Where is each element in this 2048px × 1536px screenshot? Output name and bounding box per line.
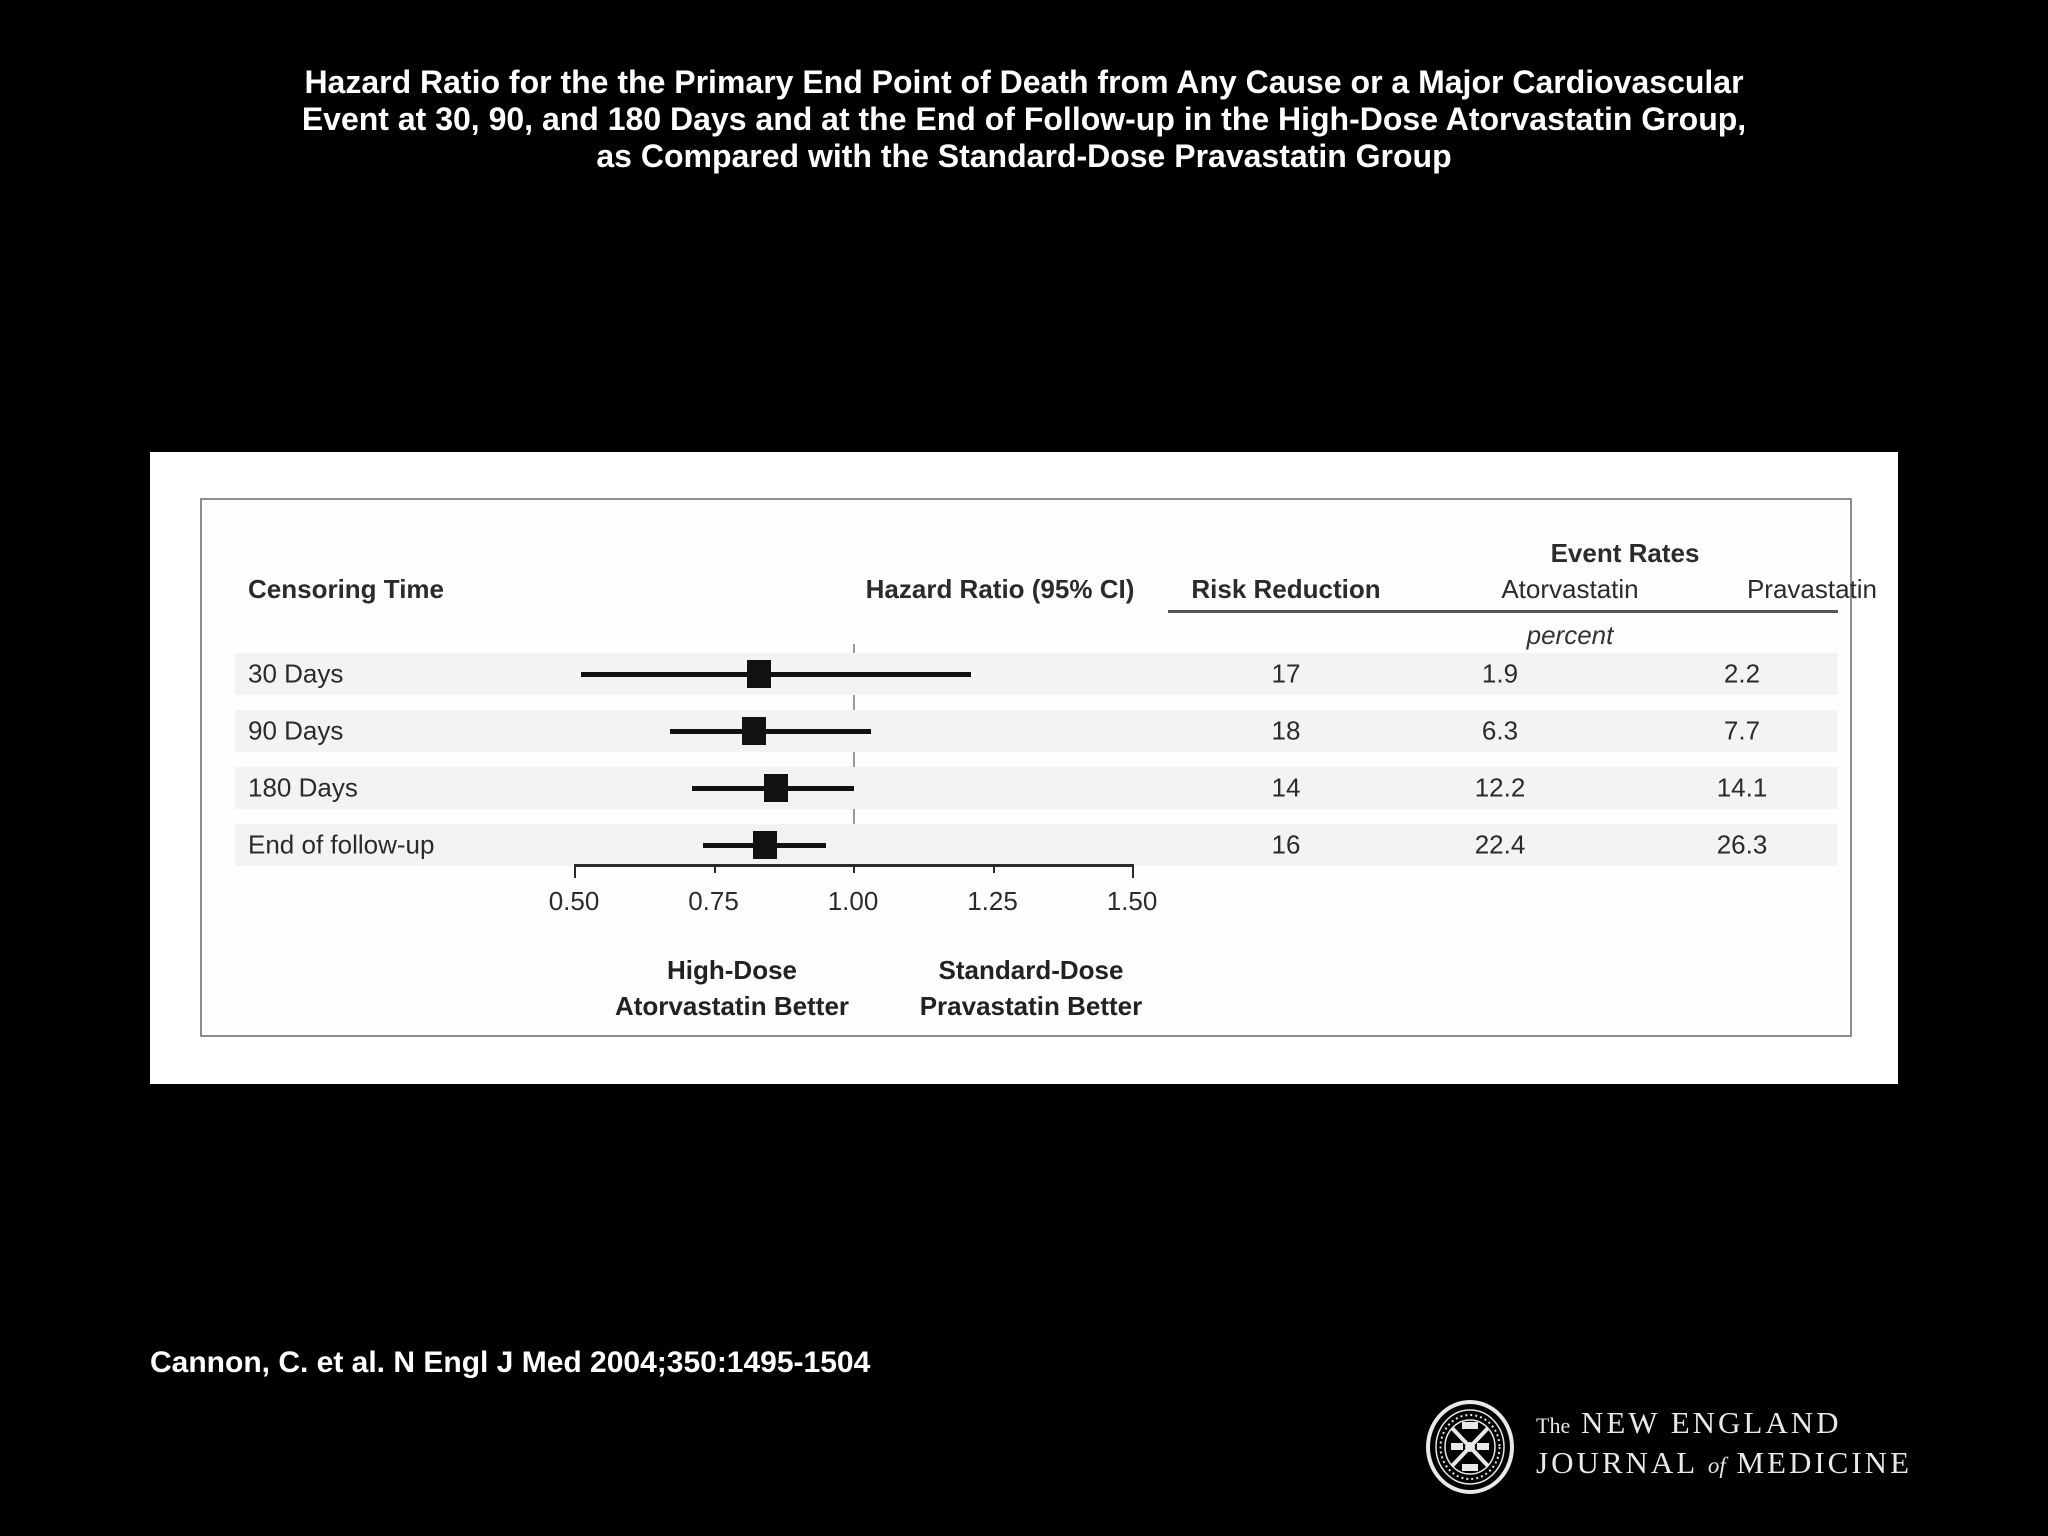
header-underline-rule (1168, 610, 1838, 613)
column-header-hazard-ratio: Hazard Ratio (95% CI) (865, 574, 1135, 604)
nejm-seal-icon (1426, 1400, 1514, 1494)
slide-title-line-2: Event at 30, 90, and 180 Days and at the… (301, 101, 1747, 137)
hazard-ratio-marker (747, 660, 772, 688)
row-label: 90 Days (248, 715, 344, 746)
pravastatin-event-rate: 26.3 (1716, 829, 1768, 860)
nejm-medicine: MEDICINE (1736, 1445, 1913, 1480)
row-stripe (235, 653, 1838, 695)
nejm-of: of (1707, 1453, 1726, 1478)
nejm-wordmark-line-1: The NEW ENGLAND (1536, 1404, 1912, 1444)
tick-label: 1.50 (1106, 886, 1158, 916)
column-header-atorvastatin: Atorvastatin (1501, 574, 1639, 604)
tick-mark (992, 864, 995, 873)
table-row: 90 Days 18 6.3 7.7 (0, 710, 2048, 752)
column-header-risk-reduction: Risk Reduction (1191, 574, 1381, 604)
citation: Cannon, C. et al. N Engl J Med 2004;350:… (150, 1346, 871, 1379)
hazard-ratio-marker (752, 831, 777, 859)
tick-label: 1.25 (967, 886, 1018, 916)
pravastatin-event-rate: 14.1 (1716, 772, 1768, 803)
annotation-line: Standard-Dose (938, 955, 1124, 985)
atorvastatin-event-rate: 22.4 (1474, 829, 1526, 860)
confidence-interval-bar (580, 672, 972, 677)
tick-mark (1132, 864, 1134, 878)
unit-label-percent: percent (1526, 620, 1614, 650)
annotation-line: Pravastatin Better (919, 991, 1143, 1021)
row-stripe (235, 824, 1838, 866)
nejm-new-england: NEW ENGLAND (1580, 1405, 1842, 1440)
atorvastatin-event-rate: 6.3 (1481, 715, 1519, 746)
row-label: 180 Days (248, 772, 358, 803)
atorvastatin-event-rate: 1.9 (1481, 658, 1519, 689)
tick-label: 0.50 (548, 886, 600, 916)
pravastatin-event-rate: 2.2 (1723, 658, 1761, 689)
column-header-pravastatin: Pravastatin (1746, 574, 1878, 604)
nejm-the: The (1536, 1413, 1571, 1438)
column-header-event-rates: Event Rates (1550, 538, 1700, 568)
hazard-ratio-marker (741, 717, 766, 745)
risk-reduction-value: 17 (1271, 658, 1301, 689)
annotation-line: Atorvastatin Better (614, 991, 850, 1021)
tick-label: 0.75 (688, 886, 739, 916)
nejm-logo: The NEW ENGLAND JOURNAL of MEDICINE (1424, 1396, 1944, 1506)
annotation-line: High-Dose (667, 955, 797, 985)
column-header-censoring-time: Censoring Time (248, 574, 445, 604)
atorvastatin-event-rate: 12.2 (1474, 772, 1526, 803)
table-row: End of follow-up 16 22.4 26.3 (0, 824, 2048, 866)
risk-reduction-value: 16 (1271, 829, 1301, 860)
nejm-journal: JOURNAL (1536, 1445, 1698, 1480)
pravastatin-event-rate: 7.7 (1723, 715, 1761, 746)
table-row: 180 Days 14 12.2 14.1 (0, 767, 2048, 809)
table-row: 30 Days 17 1.9 2.2 (0, 653, 2048, 695)
tick-mark (713, 864, 716, 873)
nejm-wordmark-line-2: JOURNAL of MEDICINE (1536, 1444, 1912, 1484)
annotation-atorvastatin-better: High-Dose Atorvastatin Better (522, 952, 942, 1024)
slide-title-line-3: as Compared with the Standard-Dose Prava… (596, 138, 1452, 174)
annotation-pravastatin-better: Standard-Dose Pravastatin Better (821, 952, 1241, 1024)
row-stripe (235, 710, 1838, 752)
nejm-wordmark: The NEW ENGLAND JOURNAL of MEDICINE (1536, 1404, 1912, 1484)
tick-label: 1.00 (827, 886, 879, 916)
row-label: End of follow-up (248, 829, 435, 860)
tick-mark (853, 864, 855, 873)
hazard-ratio-marker (763, 774, 788, 802)
tick-mark (574, 864, 576, 878)
reference-line-1.00 (853, 644, 855, 866)
slide-title: Hazard Ratio for the the Primary End Poi… (0, 64, 2048, 175)
risk-reduction-value: 14 (1271, 772, 1301, 803)
slide-title-line-1: Hazard Ratio for the the Primary End Poi… (304, 64, 1744, 100)
row-label: 30 Days (248, 658, 344, 689)
row-stripe (235, 767, 1838, 809)
risk-reduction-value: 18 (1271, 715, 1301, 746)
confidence-interval-bar (669, 729, 871, 734)
